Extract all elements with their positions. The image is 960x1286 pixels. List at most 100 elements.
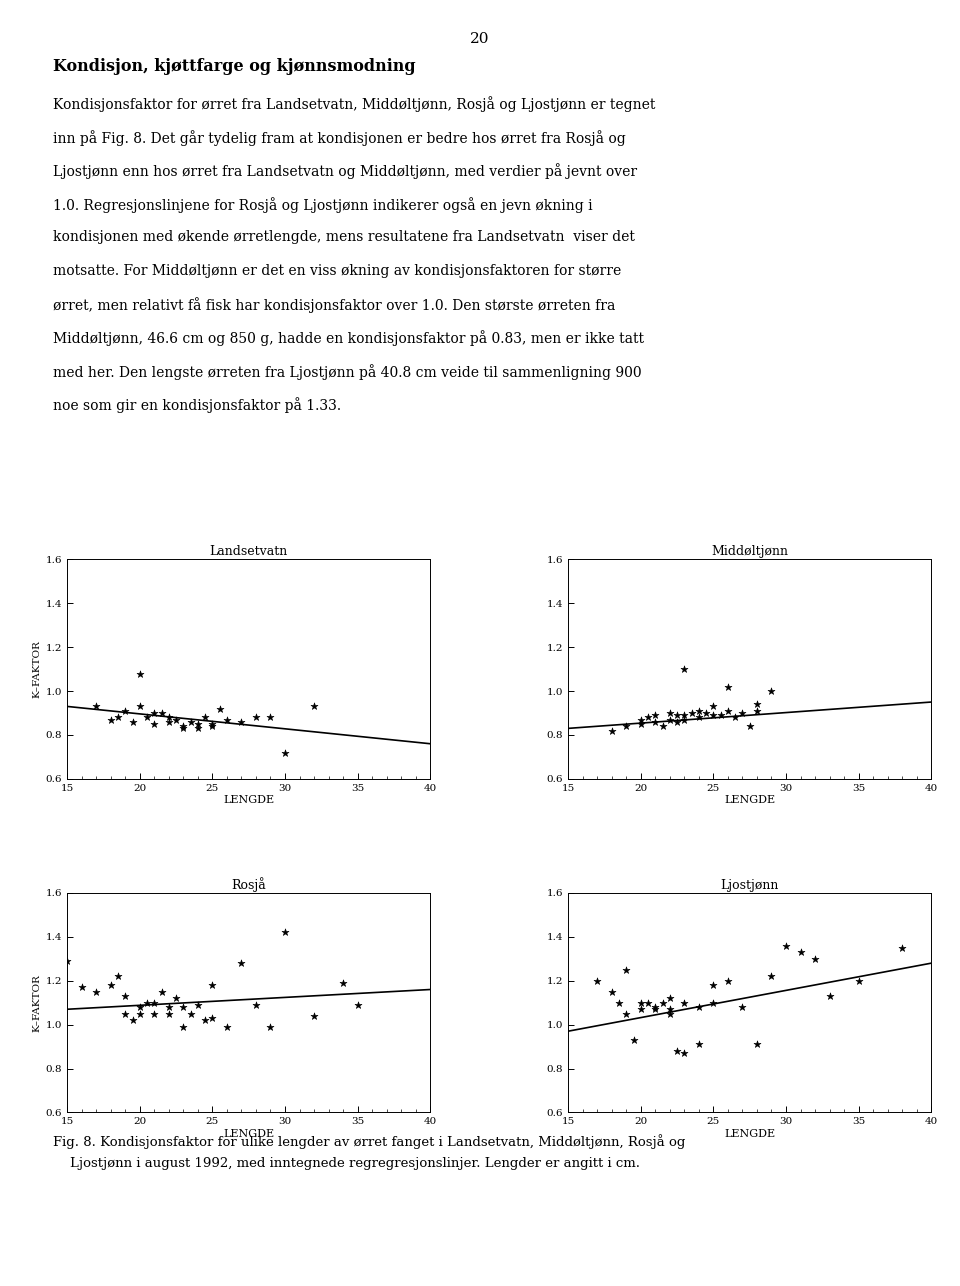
- Point: [139, 993, 155, 1013]
- Point: [139, 707, 155, 728]
- Point: [618, 1003, 634, 1024]
- Point: [662, 988, 678, 1008]
- Point: [190, 718, 205, 738]
- Text: Middøltjønn, 46.6 cm og 850 g, hadde en kondisjonsfaktor på 0.83, men er ikke ta: Middøltjønn, 46.6 cm og 850 g, hadde en …: [53, 331, 644, 346]
- Point: [699, 702, 714, 723]
- Text: ørret, men relativt få fisk har kondisjonsfaktor over 1.0. Den største ørreten f: ørret, men relativt få fisk har kondisjo…: [53, 297, 615, 312]
- Point: [154, 702, 169, 723]
- Point: [277, 742, 293, 763]
- Point: [742, 716, 757, 737]
- Point: [633, 714, 648, 734]
- Point: [648, 711, 663, 732]
- Point: [648, 997, 663, 1017]
- Point: [103, 710, 118, 730]
- Point: [176, 718, 191, 738]
- Point: [640, 707, 656, 728]
- Point: [132, 696, 148, 716]
- Point: [277, 922, 293, 943]
- Point: [249, 707, 264, 728]
- Point: [204, 975, 220, 995]
- Point: [183, 1003, 199, 1024]
- Point: [691, 1034, 707, 1055]
- Point: [618, 959, 634, 980]
- Point: [306, 696, 322, 716]
- Text: Kondisjon, kjøttfarge og kjønnsmodning: Kondisjon, kjøttfarge og kjønnsmodning: [53, 58, 416, 75]
- Point: [589, 971, 605, 992]
- Point: [640, 993, 656, 1013]
- Point: [198, 707, 213, 728]
- Text: Fig. 8. Kondisjonsfaktor for ulike lengder av ørret fanget i Landsetvatn, Middøl: Fig. 8. Kondisjonsfaktor for ulike lengd…: [53, 1134, 685, 1150]
- Point: [249, 994, 264, 1015]
- Point: [118, 1003, 133, 1024]
- Title: Landsetvatn: Landsetvatn: [209, 545, 288, 558]
- Point: [895, 937, 910, 958]
- Point: [749, 1034, 764, 1055]
- Point: [669, 1040, 684, 1061]
- Point: [677, 993, 692, 1013]
- Point: [219, 710, 234, 730]
- X-axis label: LENGDE: LENGDE: [724, 1129, 776, 1139]
- Point: [684, 702, 699, 723]
- Point: [118, 986, 133, 1007]
- Y-axis label: K–FAKTOR: K–FAKTOR: [33, 640, 41, 698]
- Y-axis label: K–FAKTOR: K–FAKTOR: [33, 974, 41, 1031]
- Point: [161, 997, 177, 1017]
- Point: [604, 981, 619, 1002]
- Title: Ljostjønn: Ljostjønn: [721, 878, 779, 891]
- Point: [263, 1016, 278, 1037]
- Text: motsatte. For Middøltjønn er det en viss økning av kondisjonsfaktoren for større: motsatte. For Middøltjønn er det en viss…: [53, 264, 621, 278]
- Point: [190, 994, 205, 1015]
- Point: [633, 999, 648, 1020]
- Point: [691, 997, 707, 1017]
- Point: [219, 1016, 234, 1037]
- Point: [198, 1010, 213, 1030]
- Point: [851, 971, 866, 992]
- Point: [110, 707, 126, 728]
- Text: Ljostjønn enn hos ørret fra Landsetvatn og Middøltjønn, med verdier på jevnt ove: Ljostjønn enn hos ørret fra Landsetvatn …: [53, 163, 636, 179]
- Point: [604, 720, 619, 741]
- Point: [633, 993, 648, 1013]
- Point: [168, 988, 183, 1008]
- Point: [633, 710, 648, 730]
- Point: [793, 941, 808, 962]
- Point: [147, 993, 162, 1013]
- Text: inn på Fig. 8. Det går tydelig fram at kondisjonen er bedre hos ørret fra Rosjå : inn på Fig. 8. Det går tydelig fram at k…: [53, 130, 626, 145]
- Point: [749, 694, 764, 715]
- Point: [764, 966, 780, 986]
- Point: [706, 993, 721, 1013]
- Point: [677, 658, 692, 679]
- Point: [161, 1003, 177, 1024]
- Point: [88, 981, 104, 1002]
- Point: [720, 971, 735, 992]
- Point: [147, 714, 162, 734]
- Point: [626, 1030, 641, 1051]
- Point: [662, 702, 678, 723]
- Point: [662, 999, 678, 1020]
- Point: [168, 710, 183, 730]
- Point: [764, 680, 780, 701]
- Point: [655, 993, 670, 1013]
- Point: [612, 993, 627, 1013]
- Point: [176, 716, 191, 737]
- Point: [720, 676, 735, 697]
- X-axis label: LENGDE: LENGDE: [223, 1129, 275, 1139]
- Point: [807, 949, 823, 970]
- Point: [335, 972, 350, 993]
- Point: [648, 999, 663, 1020]
- Point: [234, 711, 250, 732]
- Point: [190, 714, 205, 734]
- Point: [306, 1006, 322, 1026]
- Point: [154, 981, 169, 1002]
- Point: [728, 707, 743, 728]
- Point: [147, 702, 162, 723]
- Point: [176, 997, 191, 1017]
- Point: [161, 711, 177, 732]
- Point: [648, 705, 663, 725]
- Point: [706, 696, 721, 716]
- Point: [706, 975, 721, 995]
- Point: [749, 701, 764, 721]
- Point: [669, 705, 684, 725]
- Point: [655, 716, 670, 737]
- Point: [691, 707, 707, 728]
- Text: kondisjonen med økende ørretlengde, mens resultatene fra Landsetvatn  viser det: kondisjonen med økende ørretlengde, mens…: [53, 230, 635, 244]
